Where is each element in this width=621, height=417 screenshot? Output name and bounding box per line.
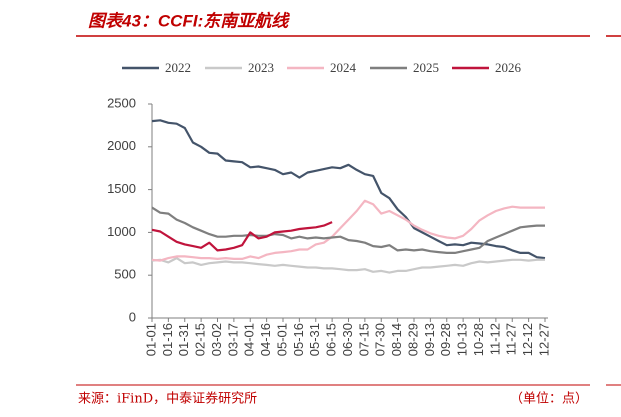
y-tick-label: 2000 xyxy=(107,138,136,153)
series-line xyxy=(151,257,545,274)
y-tick-label: 500 xyxy=(114,267,136,282)
x-tick-label: 05-16 xyxy=(291,323,306,356)
source: 来源：iFinD，中泰证券研究所 xyxy=(78,391,257,407)
x-tick-label: 03-02 xyxy=(209,323,224,356)
x-tick-label: 02-15 xyxy=(193,323,208,356)
x-tick-label: 10-28 xyxy=(471,323,486,356)
x-tick-label: 11-12 xyxy=(487,323,502,355)
y-tick-label: 0 xyxy=(129,309,136,324)
x-tick-label: 01-16 xyxy=(160,323,175,356)
x-tick-label: 06-30 xyxy=(340,323,355,356)
x-tick-label: 12-12 xyxy=(520,323,535,356)
unit: （单位：点） xyxy=(510,392,588,407)
chart-title: 图表43：CCFI:东南亚航线 xyxy=(88,11,290,30)
legend-label: 2022 xyxy=(165,60,191,75)
x-tick-label: 07-30 xyxy=(373,323,388,356)
legend-label: 2024 xyxy=(330,60,357,75)
x-tick-label: 11-27 xyxy=(504,323,519,355)
x-tick-label: 01-31 xyxy=(176,323,191,356)
legend-label: 2025 xyxy=(413,60,439,75)
series-line xyxy=(151,199,545,262)
x-tick-label: 05-31 xyxy=(307,323,322,356)
x-tick-label: 09-28 xyxy=(438,323,453,356)
y-tick-label: 2500 xyxy=(107,95,136,110)
x-tick-label: 09-13 xyxy=(422,323,437,356)
x-tick-label: 05-01 xyxy=(274,323,289,356)
y-tick-label: 1500 xyxy=(107,181,136,196)
x-tick-label: 12-27 xyxy=(536,323,551,356)
x-tick-label: 08-29 xyxy=(405,323,420,356)
series-line xyxy=(151,221,333,252)
x-tick-label: 07-15 xyxy=(356,323,371,356)
x-tick-label: 04-16 xyxy=(258,323,273,356)
x-tick-label: 04-01 xyxy=(242,323,257,356)
legend-label: 2026 xyxy=(495,60,522,75)
x-tick-label: 08-14 xyxy=(389,323,404,356)
x-tick-label: 03-17 xyxy=(225,323,240,356)
legend-label: 2023 xyxy=(248,60,274,75)
x-tick-label: 06-15 xyxy=(324,323,339,356)
x-tick-label: 10-13 xyxy=(455,323,470,356)
y-tick-label: 1000 xyxy=(107,224,136,239)
series-line xyxy=(151,206,545,254)
series-line xyxy=(151,119,546,260)
x-tick-label: 01-01 xyxy=(143,323,158,356)
